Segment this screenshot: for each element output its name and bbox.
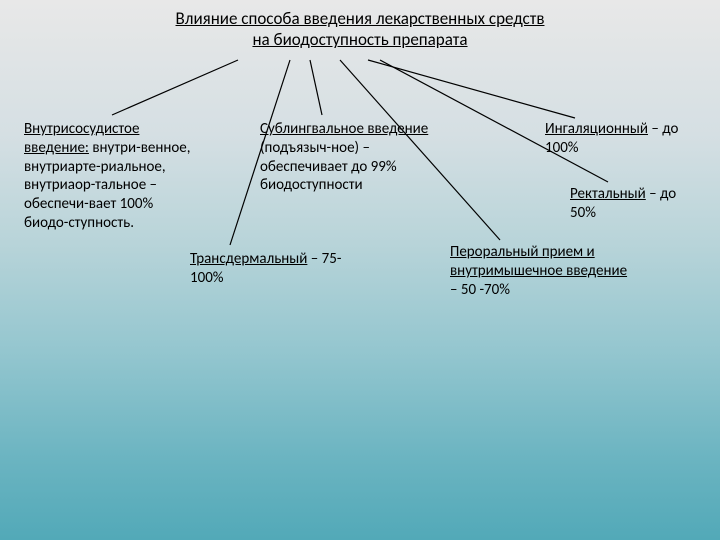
block-intravascular: Внутрисосудистое введение: внутри-венное… xyxy=(24,120,199,233)
block-transdermal: Трансдермальный – 75-100% xyxy=(190,250,360,288)
block-rectal: Ректальный – до 50% xyxy=(570,185,700,223)
slide-title: Влияние способа введения лекарственных с… xyxy=(0,8,720,51)
title-line2: на биодоступность препарата xyxy=(252,29,467,50)
slide: Влияние способа введения лекарственных с… xyxy=(0,0,720,540)
block-inhalation: Ингаляционный – до 100% xyxy=(545,120,700,158)
block-sublingual: Сублингвальное введение (подъязыч-ное) –… xyxy=(260,120,450,195)
block-peroral: Пероральный прием и внутримышечное введе… xyxy=(450,243,630,299)
title-line1: Влияние способа введения лекарственных с… xyxy=(176,8,545,29)
